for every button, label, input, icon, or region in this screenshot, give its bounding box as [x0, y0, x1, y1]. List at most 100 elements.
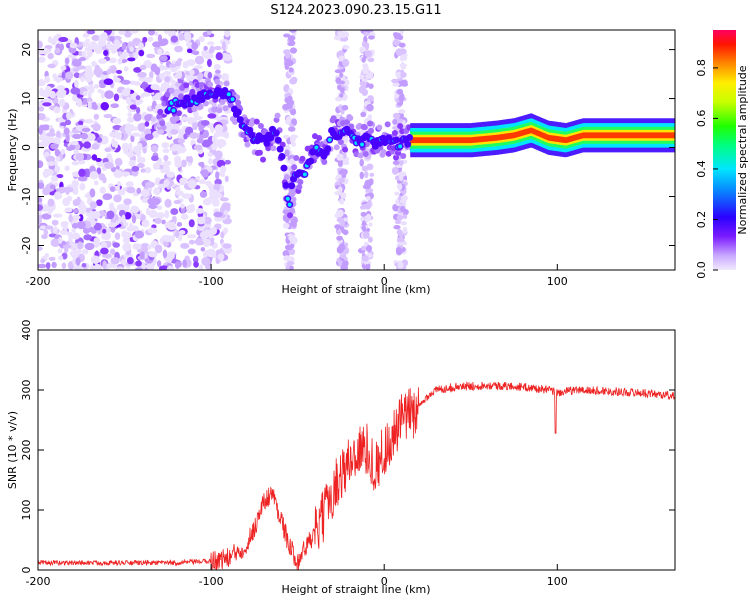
noise-blob: [47, 161, 56, 167]
noise-blob: [93, 180, 99, 186]
colorbar-ticks: 0.0 0.2 0.4 0.6 0.8: [695, 59, 718, 279]
noise-blob: [96, 137, 103, 143]
noise-blob: [289, 40, 296, 46]
noise-blob: [173, 199, 182, 205]
noise-blob: [211, 142, 218, 151]
noise-blob: [83, 70, 94, 79]
ridge-halo: [219, 99, 226, 106]
noise-blob: [136, 187, 142, 195]
noise-blob: [136, 106, 141, 114]
noise-blob: [97, 89, 103, 94]
noise-blob: [100, 31, 108, 41]
noise-blob: [38, 56, 46, 63]
noise-blob: [58, 255, 64, 261]
noise-blob: [126, 257, 134, 265]
spectrogram-y-label: Frequency (Hz): [6, 109, 19, 192]
noise-blob: [206, 248, 216, 258]
noise-blob: [138, 49, 145, 57]
noise-blob: [73, 72, 81, 79]
noise-blob: [129, 104, 137, 110]
noise-blob: [82, 33, 90, 38]
ridge-core: [230, 97, 235, 102]
noise-blob: [69, 250, 80, 258]
noise-blob: [181, 159, 187, 168]
noise-blob: [90, 264, 95, 270]
noise-blob: [364, 43, 370, 51]
noise-blob: [150, 83, 160, 91]
noise-blob: [196, 175, 201, 181]
noise-blob: [39, 78, 45, 86]
noise-blob: [221, 41, 226, 51]
noise-blob: [394, 191, 400, 196]
noise-blob: [47, 63, 56, 69]
noise-blob: [65, 71, 74, 80]
noise-blob: [178, 230, 186, 235]
noise-blob: [40, 124, 51, 131]
noise-blob: [362, 67, 370, 75]
noise-blob: [78, 50, 83, 57]
noise-blob: [174, 260, 181, 270]
noise-blob: [159, 55, 168, 62]
noise-blob: [170, 30, 177, 38]
noise-blob: [209, 45, 215, 54]
noise-blob: [166, 265, 174, 270]
noise-blob: [87, 90, 92, 98]
noise-blob: [121, 142, 130, 152]
noise-blob: [361, 225, 367, 231]
noise-blob: [163, 70, 172, 76]
noise-blob: [145, 181, 156, 188]
noise-blob: [58, 36, 69, 43]
noise-blob: [81, 262, 87, 268]
noise-blob: [359, 158, 365, 167]
noise-blob: [167, 30, 173, 38]
noise-blob: [364, 203, 372, 210]
noise-blob: [82, 227, 91, 235]
chart-title: S124.2023.090.23.15.G11: [270, 3, 441, 18]
noise-blob: [198, 264, 204, 270]
noise-blob: [137, 71, 147, 78]
ridge-halo: [260, 156, 267, 163]
noise-blob: [395, 118, 404, 123]
noise-blob: [398, 95, 404, 102]
noise-blob: [393, 224, 401, 230]
noise-blob: [150, 116, 157, 123]
noise-blob: [163, 179, 170, 187]
noise-blob: [194, 55, 205, 65]
noise-blob: [339, 198, 345, 205]
noise-blob: [128, 159, 136, 167]
noise-blob: [73, 265, 83, 270]
noise-blob: [339, 86, 345, 93]
noise-blob: [91, 210, 101, 220]
noise-blob: [115, 266, 125, 270]
noise-blob: [100, 240, 107, 250]
noise-blob: [51, 261, 57, 268]
noise-blob: [153, 218, 163, 224]
noise-blob: [58, 236, 63, 244]
spectrogram-marks: [38, 30, 675, 270]
noise-blob: [151, 95, 158, 101]
ridge-core: [327, 137, 332, 142]
noise-blob: [398, 42, 406, 48]
ridge-core: [226, 92, 231, 97]
noise-blob: [110, 103, 120, 109]
snr-x-label: Height of straight line (km): [281, 583, 430, 596]
noise-blob: [112, 77, 122, 83]
x-tick-label: 100: [547, 575, 568, 588]
noise-blob: [359, 81, 368, 87]
noise-blob: [59, 122, 67, 127]
noise-blob: [336, 257, 341, 263]
noise-blob: [69, 42, 78, 49]
noise-blob: [223, 53, 233, 62]
noise-blob: [176, 190, 184, 197]
noise-blob: [62, 197, 71, 207]
noise-blob: [139, 64, 147, 71]
ridge-halo: [376, 124, 383, 131]
noise-blob: [154, 244, 163, 254]
noise-blob: [179, 177, 189, 184]
noise-blob: [133, 52, 139, 60]
spectrogram-x-label: Height of straight line (km): [281, 283, 430, 296]
ridge-halo: [183, 82, 190, 89]
noise-blob: [400, 221, 408, 226]
noise-blob: [156, 205, 163, 211]
noise-blob: [224, 30, 231, 38]
